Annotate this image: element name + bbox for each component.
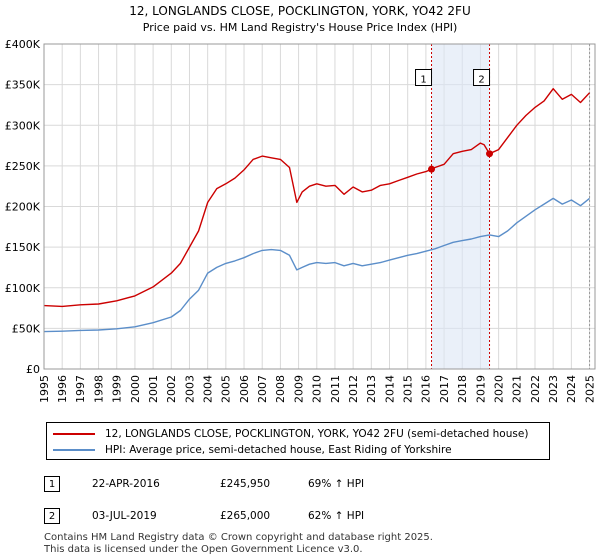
x-tick-label: 2005 <box>220 375 233 403</box>
y-tick-label: £200K <box>5 201 41 214</box>
x-tick-label: 2024 <box>565 375 578 403</box>
x-tick-label: 1996 <box>56 375 69 403</box>
x-tick-label: 2011 <box>329 375 342 403</box>
footer-line-1: Contains HM Land Registry data © Crown c… <box>44 532 433 543</box>
x-tick-label: 2021 <box>511 375 524 403</box>
x-tick-label: 2012 <box>347 375 360 403</box>
y-tick-label: £400K <box>5 38 41 51</box>
x-tick-label: 2008 <box>274 375 287 403</box>
sale-hpi-change: 62% ↑ HPI <box>308 510 365 522</box>
chart-title: 12, LONGLANDS CLOSE, POCKLINGTON, YORK, … <box>129 4 470 18</box>
y-tick-label: £0 <box>26 363 40 376</box>
footer-attribution: Contains HM Land Registry data © Crown c… <box>44 532 433 556</box>
x-tick-label: 2010 <box>311 375 324 403</box>
sale-date: 22-APR-2016 <box>92 478 160 490</box>
x-tick-label: 2018 <box>456 375 469 403</box>
legend-label-hpi: HPI: Average price, semi-detached house,… <box>105 444 452 456</box>
chart-legend: 12, LONGLANDS CLOSE, POCKLINGTON, YORK, … <box>46 422 550 460</box>
x-tick-label: 2017 <box>438 375 451 403</box>
x-tick-label: 2013 <box>365 375 378 403</box>
sale-point <box>486 150 494 158</box>
legend-item-property: 12, LONGLANDS CLOSE, POCKLINGTON, YORK, … <box>53 426 528 442</box>
sale-marker: 1 <box>44 476 60 492</box>
x-tick-label: 2004 <box>202 375 215 403</box>
footer-line-2: This data is licensed under the Open Gov… <box>44 544 363 555</box>
sale-price: £265,000 <box>220 510 271 522</box>
y-tick-label: £100K <box>5 282 41 295</box>
sale-label-box <box>473 69 491 86</box>
x-tick-label: 1995 <box>38 375 51 403</box>
legend-swatch-property <box>53 433 95 435</box>
y-tick-label: £300K <box>5 119 41 132</box>
legend-swatch-hpi <box>53 449 95 451</box>
sale-price: £245,950 <box>220 478 271 490</box>
x-tick-label: 2022 <box>529 375 542 403</box>
sale-date: 03-JUL-2019 <box>92 510 157 522</box>
sale-label: 1 <box>420 75 426 86</box>
x-tick-label: 1997 <box>74 375 87 403</box>
x-tick-label: 2020 <box>492 375 505 403</box>
x-tick-label: 2000 <box>129 375 142 403</box>
x-tick-label: 2015 <box>402 375 415 403</box>
x-tick-label: 2014 <box>383 375 396 403</box>
x-tick-label: 2025 <box>583 375 596 403</box>
y-tick-label: £350K <box>5 79 41 92</box>
x-tick-label: 2002 <box>165 375 178 403</box>
sale-hpi-change: 69% ↑ HPI <box>308 478 365 490</box>
sale-label: 2 <box>478 75 484 86</box>
plot-frame <box>43 43 596 370</box>
sale-row: 2 03-JUL-2019 £265,000 62% ↑ HPI <box>44 506 564 528</box>
chart-subtitle: Price paid vs. HM Land Registry's House … <box>143 21 458 34</box>
x-tick-label: 2001 <box>147 375 160 403</box>
legend-label-property: 12, LONGLANDS CLOSE, POCKLINGTON, YORK, … <box>105 428 529 440</box>
x-tick-label: 2003 <box>183 375 196 403</box>
x-tick-label: 2023 <box>547 375 560 403</box>
sale-label-box <box>415 69 433 86</box>
legend-item-hpi: HPI: Average price, semi-detached house,… <box>53 442 452 458</box>
y-tick-label: £250K <box>5 160 41 173</box>
x-tick-label: 2007 <box>256 375 269 403</box>
hpi-series-line <box>43 197 590 333</box>
y-tick-label: £50K <box>12 322 41 335</box>
x-tick-label: 2016 <box>420 375 433 403</box>
sale-row: 1 22-APR-2016 £245,950 69% ↑ HPI <box>44 474 564 496</box>
sales-table: 1 22-APR-2016 £245,950 69% ↑ HPI 2 03-JU… <box>44 474 564 538</box>
sale-point <box>428 165 436 173</box>
y-tick-label: £150K <box>5 241 41 254</box>
x-tick-label: 1998 <box>92 375 105 403</box>
sale-marker: 2 <box>44 508 60 524</box>
x-tick-label: 2006 <box>238 375 251 403</box>
x-tick-label: 2019 <box>474 375 487 403</box>
property-series-line <box>43 87 591 308</box>
x-tick-label: 1999 <box>111 375 124 403</box>
price-chart: 12, LONGLANDS CLOSE, POCKLINGTON, YORK, … <box>5 4 597 403</box>
x-tick-label: 2009 <box>292 375 305 403</box>
sale-period-shade <box>431 44 490 369</box>
